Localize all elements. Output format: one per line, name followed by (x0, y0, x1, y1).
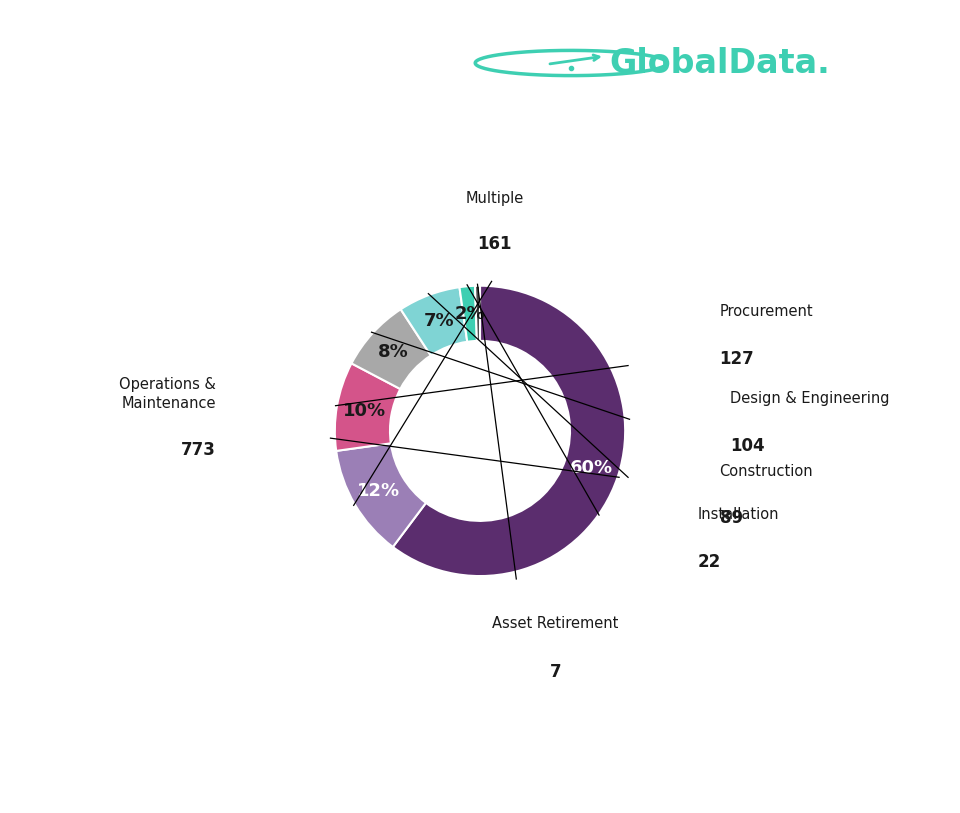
Wedge shape (336, 443, 426, 547)
Text: 10%: 10% (343, 402, 386, 420)
Text: 2%: 2% (454, 305, 485, 323)
Text: 127: 127 (720, 350, 755, 367)
Text: 8%: 8% (377, 343, 408, 361)
Text: 161: 161 (477, 235, 512, 253)
Text: 89: 89 (720, 509, 743, 528)
Wedge shape (400, 287, 468, 355)
Wedge shape (335, 363, 400, 451)
Wedge shape (393, 285, 625, 576)
Text: Installation: Installation (698, 507, 780, 523)
Text: 104: 104 (730, 437, 764, 454)
Wedge shape (475, 285, 480, 341)
Text: Construction: Construction (720, 463, 813, 479)
Text: 12%: 12% (357, 481, 400, 500)
Text: 22: 22 (698, 553, 721, 571)
Text: and percentage share, Q2, 2019: and percentage share, Q2, 2019 (24, 82, 364, 101)
Text: Multiple: Multiple (466, 191, 523, 206)
Text: 60%: 60% (570, 459, 613, 477)
Wedge shape (351, 309, 431, 389)
Text: Procurement: Procurement (720, 304, 813, 319)
Wedge shape (460, 286, 477, 341)
Text: Source:  GlobalData Oil & Gas Intelligence Center: Source: GlobalData Oil & Gas Intelligenc… (38, 764, 620, 785)
Text: Operations &
Maintenance: Operations & Maintenance (119, 377, 216, 411)
Text: 773: 773 (180, 441, 216, 459)
Text: 7: 7 (550, 663, 562, 681)
Text: Asset Retirement: Asset Retirement (492, 616, 618, 631)
Text: GlobalData.: GlobalData. (610, 46, 830, 80)
Text: Design & Engineering: Design & Engineering (730, 391, 889, 406)
Text: 7%: 7% (423, 312, 454, 330)
Text: Oil & Gas industry contract type count: Oil & Gas industry contract type count (24, 35, 431, 54)
